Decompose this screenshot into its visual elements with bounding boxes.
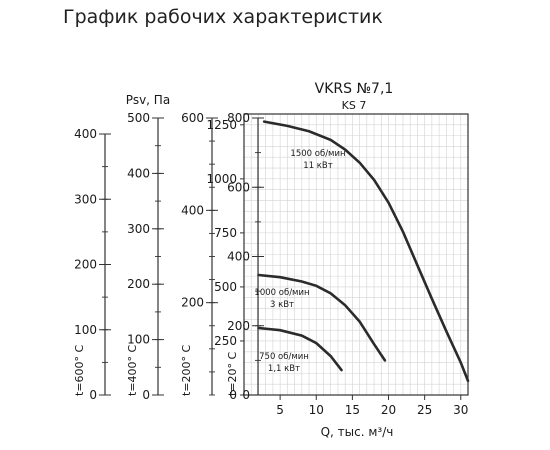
x-tick-label: 25 [417, 403, 432, 417]
side-axis-tick-label: 200 [127, 277, 150, 291]
x-axis-label: Q, тыс. м³/ч [321, 425, 394, 439]
series-label-speed: 750 об/мин [259, 352, 309, 362]
chart-title: VKRS №7,1 [315, 81, 394, 97]
side-axis-tick-label: 300 [74, 192, 97, 206]
series-label-power: 3 кВт [270, 300, 294, 310]
side-axis-tick-label: 400 [127, 166, 150, 180]
series-label-speed: 1500 об/мин [290, 149, 345, 159]
side-axis-temperature-label: t=400° C [126, 344, 139, 396]
chart-subtitle: KS 7 [342, 99, 367, 112]
side-axis-tick-label: 800 [227, 111, 250, 125]
y-tick-label: 500 [214, 280, 237, 294]
side-axis-tick-label: 0 [242, 388, 250, 402]
side-axis-tick-label: 200 [181, 296, 204, 310]
side-axis-tick-label: 600 [181, 111, 204, 125]
side-axes-title: Psv, Па [126, 93, 170, 107]
side-axis-tick-label: 300 [127, 222, 150, 236]
side-axis-tick-label: 600 [227, 180, 250, 194]
side-axis-tick-label: 500 [127, 111, 150, 125]
side-axis-tick-label: 0 [89, 388, 97, 402]
y-tick-label: 0 [229, 388, 237, 402]
side-axis-tick-label: 100 [127, 333, 150, 347]
side-axis-tick-label: 0 [142, 388, 150, 402]
page-heading: График рабочих характеристик [63, 6, 383, 28]
side-axis-temperature-label: t=600° C [73, 344, 86, 396]
x-tick-label: 15 [345, 403, 360, 417]
side-axis-tick-label: 400 [227, 250, 250, 264]
side-axis-tick-label: 100 [74, 323, 97, 337]
series-label-power: 11 кВт [303, 161, 332, 171]
series-line [262, 120, 470, 383]
side-axis-tick-label: 200 [227, 319, 250, 333]
side-axis-tick-label: 400 [74, 127, 97, 141]
x-tick-label: 5 [276, 403, 284, 417]
side-axis-tick-label: 200 [74, 258, 97, 272]
y-tick-label: 750 [214, 226, 237, 240]
x-tick-label: 20 [381, 403, 396, 417]
y-tick-label: 1250 [206, 118, 237, 132]
series-label-speed: 1000 об/мин [254, 288, 309, 298]
y-tick-label: 250 [214, 334, 237, 348]
series-line [257, 273, 387, 362]
side-axis-temperature-label: t=20° C [226, 351, 239, 396]
side-axis-temperature-label: t=200° C [180, 344, 193, 396]
y-tick-label: 1000 [206, 172, 237, 186]
side-axis-tick-label: 400 [181, 203, 204, 217]
plot-frame [243, 113, 469, 396]
series-label-power: 1,1 кВт [268, 364, 300, 374]
x-tick-label: 10 [309, 403, 324, 417]
series-line [257, 326, 343, 372]
x-tick-label: 30 [453, 403, 468, 417]
